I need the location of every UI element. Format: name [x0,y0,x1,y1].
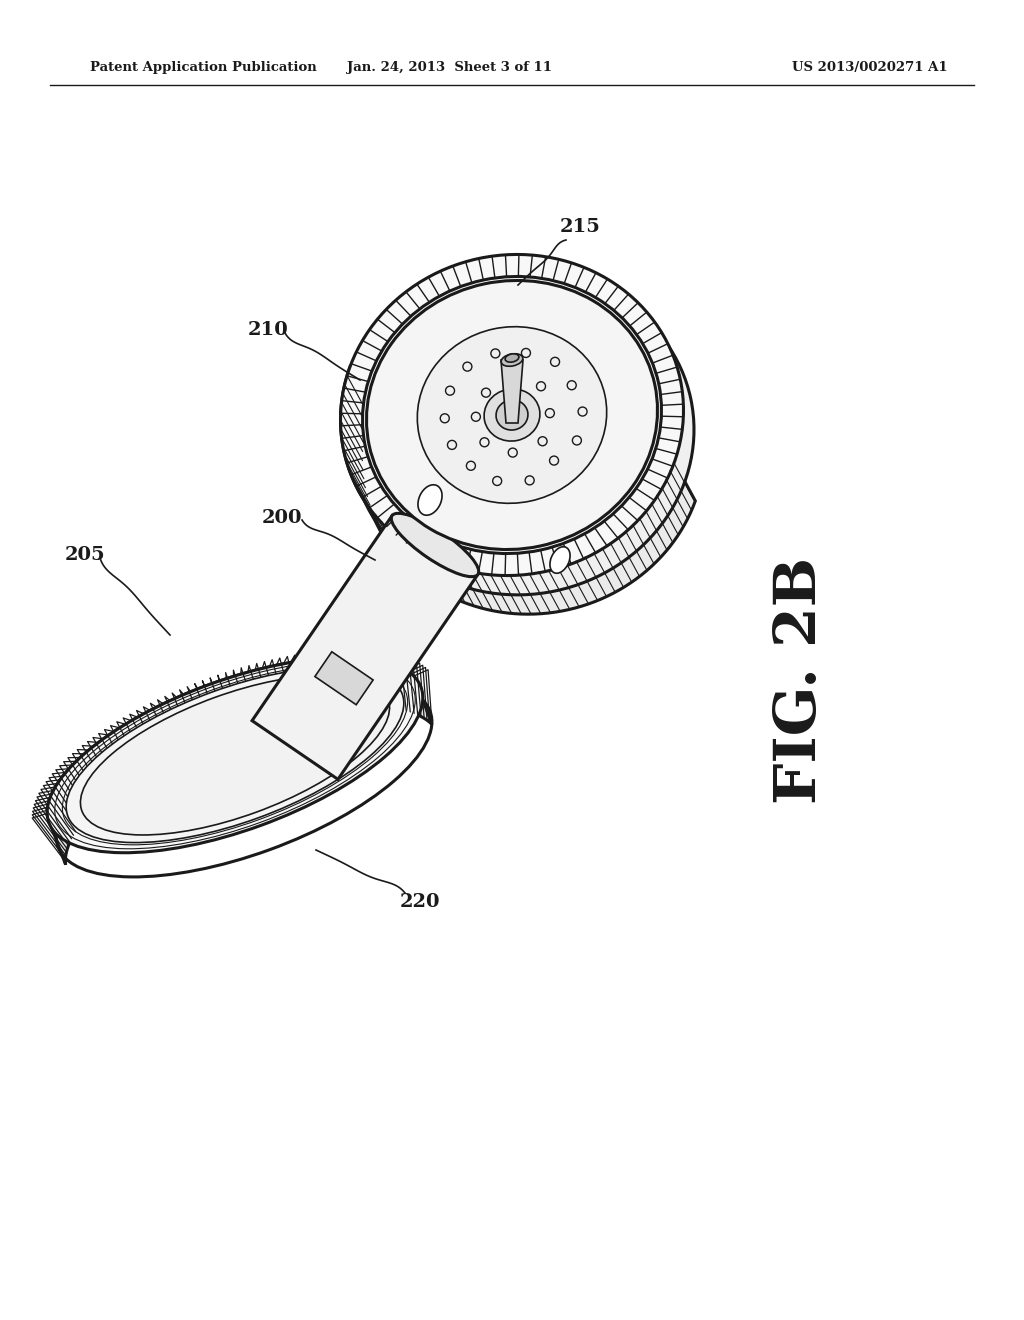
Ellipse shape [418,326,606,503]
Polygon shape [501,360,523,422]
Ellipse shape [351,273,694,595]
Text: Jan. 24, 2013  Sheet 3 of 11: Jan. 24, 2013 Sheet 3 of 11 [347,62,553,74]
Ellipse shape [367,280,657,549]
Ellipse shape [496,400,528,430]
Ellipse shape [81,675,389,836]
Ellipse shape [418,484,442,515]
Ellipse shape [362,276,662,553]
Text: US 2013/0020271 A1: US 2013/0020271 A1 [793,62,948,74]
Text: Patent Application Publication: Patent Application Publication [90,62,316,74]
Text: 220: 220 [400,894,440,911]
Text: FIG. 2B: FIG. 2B [772,557,828,804]
Text: 205: 205 [65,546,105,564]
Ellipse shape [341,255,683,576]
Ellipse shape [484,389,540,441]
Text: 200: 200 [262,510,302,527]
Ellipse shape [391,513,478,577]
Polygon shape [315,652,373,705]
Text: 215: 215 [560,218,601,236]
Ellipse shape [505,354,519,362]
Text: 210: 210 [248,321,289,339]
Polygon shape [47,657,432,865]
Ellipse shape [47,657,423,853]
Ellipse shape [67,668,403,842]
Polygon shape [341,368,695,614]
Ellipse shape [501,354,523,366]
Ellipse shape [550,546,570,573]
Polygon shape [252,516,478,779]
